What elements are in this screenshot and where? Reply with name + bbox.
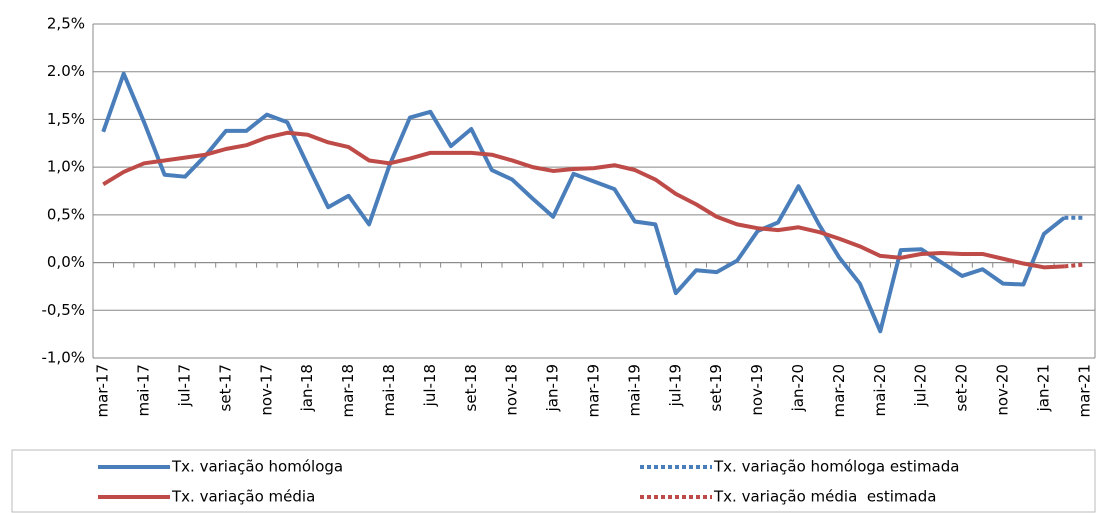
x-tick-label: jul-17 <box>176 364 194 407</box>
legend-label: Tx. variação média estimada <box>713 488 936 506</box>
x-tick-label: mar-21 <box>1075 364 1093 418</box>
y-tick-label: -0,5% <box>41 301 85 319</box>
x-tick-label: mar-17 <box>94 364 112 418</box>
y-tick-label: 1,0% <box>47 158 85 176</box>
series-line <box>101 71 1066 334</box>
x-tick-label: set-18 <box>462 364 480 411</box>
y-tick-label: 2.0% <box>47 62 85 80</box>
x-tick-label: mai-20 <box>871 364 889 416</box>
legend-label: Tx. variação homóloga estimada <box>713 458 959 476</box>
x-tick-label: jul-18 <box>421 364 439 407</box>
y-tick-label: 1,5% <box>47 110 85 128</box>
y-tick-label: 2,5% <box>47 15 85 33</box>
x-tick-label: mai-17 <box>135 364 153 416</box>
x-tick-label: nov-20 <box>993 364 1011 416</box>
x-tick-label: mar-19 <box>585 364 603 418</box>
x-tick-label: jan-18 <box>298 364 316 412</box>
x-tick-label: nov-17 <box>257 364 275 416</box>
x-tick-label: jul-19 <box>666 364 684 407</box>
x-tick-label: set-19 <box>707 364 725 411</box>
legend-label: Tx. variação média <box>171 488 315 506</box>
x-tick-label: jan-20 <box>789 364 807 412</box>
series-line <box>1064 262 1085 269</box>
x-tick-label: mar-18 <box>339 364 357 418</box>
x-tick-label: set-20 <box>953 364 971 411</box>
x-tick-label: nov-19 <box>748 364 766 416</box>
legend-label: Tx. variação homóloga <box>171 458 343 476</box>
x-tick-label: mai-18 <box>380 364 398 416</box>
x-tick-label: jan-21 <box>1034 364 1052 412</box>
x-tick-label: mai-19 <box>625 364 643 416</box>
y-tick-label: -1,0% <box>41 349 85 367</box>
y-tick-label: 0,5% <box>47 205 85 223</box>
legend-box <box>11 449 1096 513</box>
y-tick-label: 0,0% <box>47 253 85 271</box>
x-tick-label: jul-20 <box>912 364 930 407</box>
x-tick-label: nov-18 <box>503 364 521 416</box>
series-line <box>102 130 1065 270</box>
x-tick-label: mar-20 <box>830 364 848 418</box>
x-tick-label: jan-19 <box>544 364 562 412</box>
x-tick-label: set-17 <box>216 364 234 411</box>
